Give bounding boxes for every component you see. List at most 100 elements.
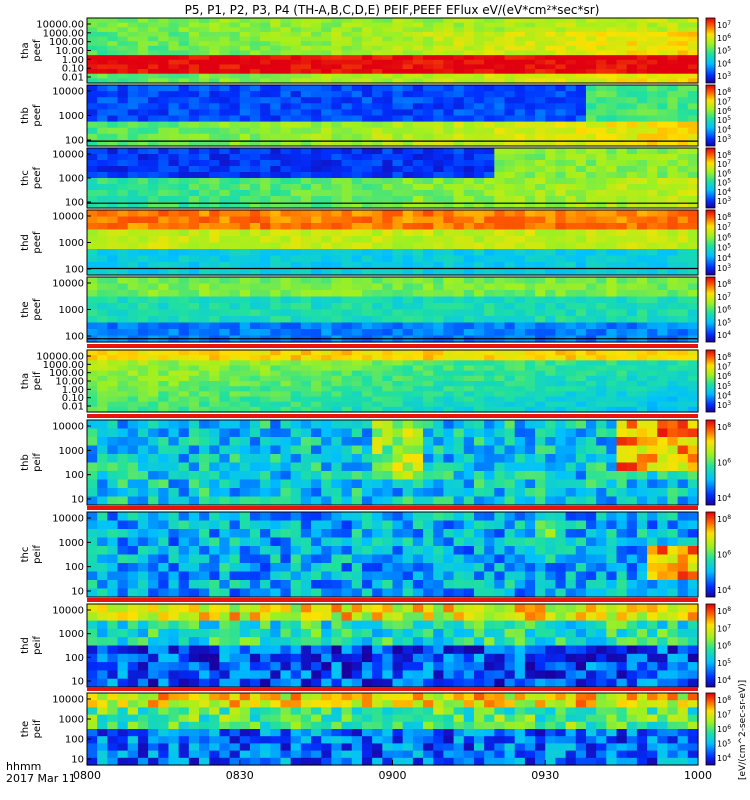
heatmap-cell (311, 139, 322, 147)
heatmap-cell (535, 375, 546, 382)
heatmap-cell (219, 202, 231, 209)
heatmap-cell (361, 316, 373, 324)
heatmap-cell (87, 160, 98, 167)
heatmap-cell (290, 428, 302, 438)
heatmap-cell (453, 370, 465, 377)
heatmap-cell (443, 350, 455, 356)
heatmap-cell (575, 115, 587, 123)
heatmap-cell (626, 69, 638, 75)
heatmap-cell (300, 322, 312, 330)
heatmap-cell (626, 73, 638, 79)
heatmap-cell (433, 329, 445, 337)
heatmap-cell (219, 512, 231, 522)
heatmap-cell (626, 496, 638, 506)
heatmap-cell (290, 454, 302, 464)
heatmap-cell (321, 184, 332, 191)
heatmap-cell (137, 303, 149, 311)
heatmap-cell (351, 184, 363, 191)
heatmap-cell (484, 296, 495, 304)
heatmap-cell (188, 309, 200, 317)
heatmap-cell (148, 64, 159, 70)
heatmap-cell (443, 36, 455, 42)
heatmap-cell (494, 249, 506, 257)
heatmap-cell (341, 396, 353, 403)
heatmap-cell (585, 210, 597, 218)
heatmap-cell (199, 45, 210, 52)
heatmap-cell (636, 154, 648, 161)
heatmap-cell (87, 277, 98, 285)
heatmap-cell (178, 18, 190, 24)
heatmap-cell (260, 223, 271, 231)
heatmap-cell (117, 202, 129, 209)
heatmap-cell (270, 370, 282, 377)
heatmap-cell (443, 255, 455, 263)
heatmap-cell (657, 64, 669, 70)
heatmap-cell (514, 154, 526, 161)
heatmap-cell (97, 36, 108, 42)
heatmap-cell (300, 546, 312, 556)
heatmap-cell (382, 229, 394, 237)
heatmap-cell (433, 127, 445, 135)
heatmap-cell (188, 85, 200, 92)
heatmap-cell (351, 45, 363, 52)
heatmap-cell (443, 216, 455, 224)
heatmap-cell (168, 546, 180, 556)
heatmap-cell (494, 355, 506, 361)
heatmap-cell (199, 488, 210, 498)
heatmap-cell (341, 277, 353, 285)
colorbar-tick-label: 106 (717, 33, 731, 43)
heatmap-cell (616, 350, 628, 356)
heatmap-cell (636, 462, 648, 472)
heatmap-cell (484, 303, 495, 311)
heatmap-cell (687, 223, 699, 231)
heatmap-cell (453, 329, 465, 337)
heatmap-cell (87, 202, 98, 209)
heatmap-cell (372, 91, 383, 98)
heatmap-cell (555, 31, 567, 38)
heatmap-cell (524, 50, 536, 56)
heatmap-cell (636, 262, 648, 270)
heatmap-cell (433, 59, 445, 66)
heatmap-cell (321, 178, 332, 185)
heatmap-cell (494, 97, 506, 104)
heatmap-cell (219, 178, 231, 185)
heatmap-cell (657, 27, 669, 33)
heatmap-cell (657, 22, 669, 28)
heatmap-cell (311, 277, 322, 285)
heatmap-cell (423, 437, 434, 447)
heatmap-cell (178, 45, 190, 52)
heatmap-cell (596, 36, 607, 42)
heatmap-cell (137, 268, 149, 276)
heatmap-cell (606, 316, 618, 324)
heatmap-cell (473, 18, 485, 24)
heatmap-cell (473, 375, 485, 382)
heatmap-cell (351, 223, 363, 231)
heatmap-cell (687, 249, 699, 257)
heatmap-cell (524, 78, 536, 84)
heatmap-cell (372, 428, 383, 438)
heatmap-cell (667, 55, 679, 61)
heatmap-cell (402, 154, 414, 161)
heatmap-cell (667, 45, 679, 52)
heatmap-cell (127, 571, 139, 581)
heatmap-cell (280, 172, 292, 179)
heatmap-cell (199, 365, 210, 372)
heatmap-cell (555, 375, 567, 382)
heatmap-cell (392, 445, 404, 455)
heatmap-cell (249, 133, 261, 141)
heatmap-cell (514, 216, 526, 224)
heatmap-cell (677, 210, 689, 218)
heatmap-cell (575, 148, 587, 155)
heatmap-cell (260, 97, 271, 104)
heatmap-cell (687, 36, 699, 42)
heatmap-cell (616, 172, 628, 179)
heatmap-cell (484, 160, 495, 167)
heatmap-cell (514, 103, 526, 110)
heatmap-cell (321, 202, 332, 209)
heatmap-cell (249, 588, 261, 598)
heatmap-cell (596, 242, 607, 250)
heatmap-cell (311, 437, 322, 447)
heatmap-cell (575, 109, 587, 117)
heatmap-cell (280, 262, 292, 270)
heatmap-cell (148, 588, 159, 598)
